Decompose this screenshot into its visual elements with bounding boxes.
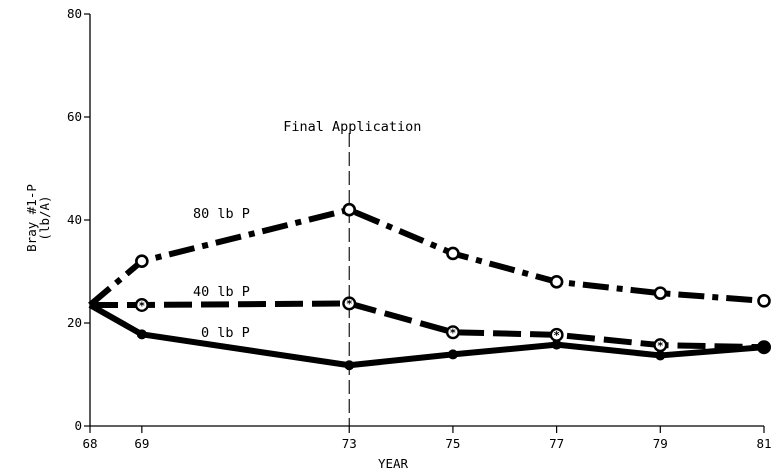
data-point: *: [445, 325, 460, 340]
data-point: [655, 350, 666, 361]
data-point: [447, 349, 458, 360]
x-tick-label: 69: [134, 436, 149, 451]
final-application-label: Final Application: [283, 119, 421, 135]
y-tick-label: 0: [74, 418, 82, 433]
data-point: [344, 360, 355, 371]
x-axis-title: YEAR: [378, 456, 409, 471]
data-point: [135, 254, 149, 269]
data-point: [549, 274, 564, 289]
series-labels: 80 lb P 40 lb P 0 lb P: [193, 206, 250, 341]
x-tick-label: 81: [756, 436, 771, 451]
final-application-annotation: Final Application: [283, 119, 421, 426]
y-axis-title: Bray #1-P(lb/A): [24, 184, 52, 252]
svg-text:*: *: [346, 298, 352, 311]
axes: 0 20 40 60 80 68 69 73 75 77 79 81: [67, 6, 772, 451]
y-tick-label: 60: [67, 109, 82, 124]
svg-text:*: *: [657, 339, 663, 352]
data-point: *: [653, 338, 668, 352]
series-40-lb-p: ******: [90, 296, 772, 355]
svg-text:*: *: [554, 329, 560, 342]
svg-text:*: *: [450, 327, 456, 340]
y-axis-title-line: (lb/A): [37, 195, 52, 240]
y-tick-label: 20: [67, 315, 82, 330]
x-tick-label: 73: [342, 436, 357, 451]
svg-text:*: *: [139, 299, 145, 312]
data-point: *: [549, 327, 564, 342]
series-label: 0 lb P: [201, 325, 250, 341]
data-point: [757, 294, 771, 308]
data-point: [551, 339, 562, 350]
data-point: [759, 342, 769, 353]
data-point: *: [342, 296, 357, 311]
data-point: [136, 329, 147, 340]
series-label: 40 lb P: [193, 284, 250, 300]
x-tick-label: 79: [653, 436, 668, 451]
y-tick-label: 40: [67, 212, 82, 227]
series-layer: ******: [88, 202, 772, 371]
data-point: [342, 202, 357, 217]
y-axis-title-line: Bray #1-P: [24, 184, 39, 252]
series-80-lb-p: [88, 202, 771, 308]
y-tick-label: 80: [67, 6, 82, 21]
data-point: [653, 286, 668, 300]
series-0-lb-p: [88, 302, 769, 371]
x-tick-label: 77: [549, 436, 564, 451]
data-point: [446, 246, 460, 261]
data-point: *: [134, 297, 149, 312]
x-tick-label: 75: [445, 436, 460, 451]
series-label: 80 lb P: [193, 206, 250, 222]
x-tick-label: 68: [82, 436, 97, 451]
